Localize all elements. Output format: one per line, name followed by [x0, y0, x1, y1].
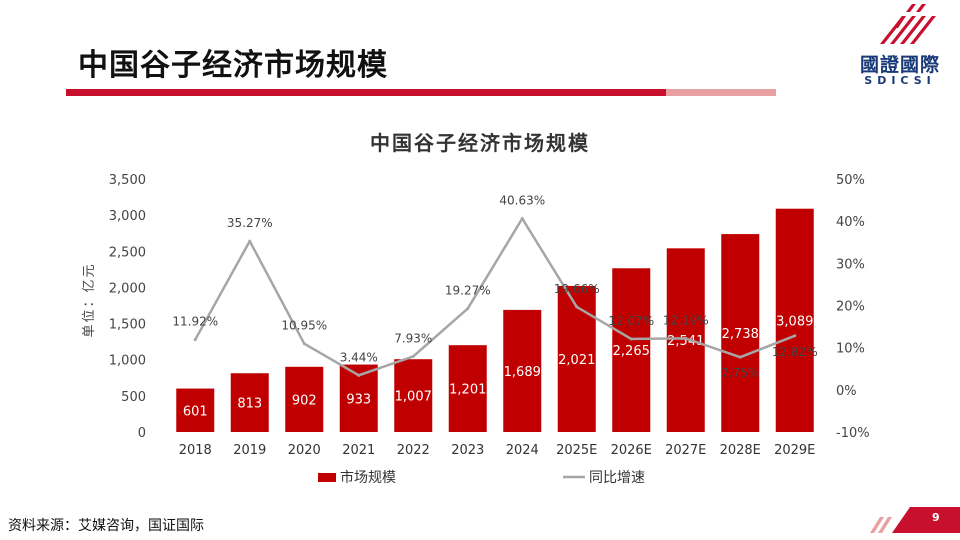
y-tick-label: 1,500: [109, 318, 146, 333]
bar: [721, 234, 760, 432]
bar-value-label: 902: [292, 393, 317, 408]
y-tick-label: 2,500: [109, 245, 146, 260]
bar-value-label: 601: [183, 404, 208, 419]
logo-mark-icon: [880, 4, 936, 44]
y-tick-label: 2,000: [109, 281, 146, 296]
bar-value-label: 3,089: [776, 314, 813, 329]
legend-label: 同比增速: [589, 470, 645, 486]
bar-value-label: 933: [346, 392, 371, 407]
bar-value-label: 813: [237, 397, 262, 412]
x-tick-label: 2025E: [556, 443, 597, 458]
page-title: 中国谷子经济市场规模: [78, 48, 388, 83]
source-note: 资料来源：艾媒咨询，国证国际: [8, 518, 204, 534]
chart-title: 中国谷子经济市场规模: [370, 131, 590, 155]
y-tick-label: 3,500: [109, 173, 146, 188]
x-tick-label: 2021: [342, 443, 375, 458]
bar: [775, 208, 814, 432]
bar-value-label: 2,265: [613, 344, 650, 359]
bar: [666, 248, 705, 432]
growth-point: [466, 307, 470, 311]
bar: [176, 388, 215, 432]
bar-value-label: 1,689: [504, 365, 541, 380]
bar: [557, 285, 596, 432]
x-tick-label: 2022: [397, 443, 430, 458]
y2-tick-label: -10%: [836, 426, 870, 441]
x-tick-label: 2029E: [774, 443, 815, 458]
logo-name: 國證國際: [859, 54, 940, 76]
y2-tick-label: 20%: [836, 300, 865, 315]
growth-point: [193, 338, 197, 342]
growth-value-label: 7.93%: [394, 331, 432, 345]
bar: [503, 309, 542, 432]
growth-value-label: 35.27%: [227, 216, 273, 230]
x-tick-label: 2023: [451, 443, 484, 458]
y2-tick-label: 30%: [836, 257, 865, 272]
bar: [612, 268, 651, 432]
growth-point: [520, 217, 524, 221]
bar-value-label: 2,738: [722, 327, 759, 342]
x-tick-label: 2026E: [611, 443, 652, 458]
y2-tick-label: 10%: [836, 342, 865, 357]
corner-stripes: [870, 507, 960, 533]
bar: [448, 345, 487, 432]
growth-value-label: 12.82%: [772, 345, 818, 359]
growth-value-label: 19.66%: [554, 282, 600, 296]
y-tick-label: 3,000: [109, 209, 146, 224]
page-number: 9: [932, 511, 940, 524]
x-tick-label: 2018: [179, 443, 212, 458]
x-tick-label: 2028E: [720, 443, 761, 458]
bar: [230, 373, 269, 432]
bar-value-label: 1,007: [395, 390, 432, 405]
company-logo: 國證國際 SDICSI: [852, 4, 948, 90]
bar-value-label: 1,201: [449, 383, 486, 398]
x-tick-label: 2020: [288, 443, 321, 458]
growth-value-label: 7.75%: [721, 366, 759, 380]
growth-point: [575, 305, 579, 309]
legend-swatch-bar: [318, 473, 336, 482]
x-tick-label: 2019: [233, 443, 266, 458]
growth-line: [194, 217, 796, 377]
growth-value-label: 3.44%: [340, 350, 378, 364]
growth-value-label: 12.19%: [663, 313, 709, 327]
y2-tick-label: 0%: [836, 384, 857, 399]
growth-value-label: 10.95%: [281, 319, 327, 333]
growth-value-label: 12.07%: [608, 314, 654, 328]
x-tick-label: 2027E: [665, 443, 706, 458]
growth-point: [738, 355, 742, 359]
growth-point: [248, 239, 252, 243]
growth-value-label: 19.27%: [445, 284, 491, 298]
bar: [394, 359, 433, 432]
y-tick-label: 500: [121, 390, 146, 405]
bar: [285, 366, 324, 432]
x-tick-label: 2024: [506, 443, 539, 458]
bar-value-label: 2,021: [558, 353, 595, 368]
growth-value-label: 11.92%: [172, 315, 218, 329]
growth-point: [629, 337, 633, 341]
growth-point: [684, 336, 688, 340]
title-rule: [66, 89, 776, 96]
logo-subtitle: SDICSI: [864, 74, 936, 87]
y-tick-label: 0: [138, 426, 146, 441]
growth-point: [357, 373, 361, 377]
chart-legend: 市场规模 同比增速: [318, 469, 645, 486]
growth-point: [793, 334, 797, 338]
y-tick-label: 1,000: [109, 354, 146, 369]
legend-label: 市场规模: [340, 469, 396, 486]
growth-point: [302, 342, 306, 346]
y-axis-label: 单位：亿元: [82, 262, 97, 337]
growth-point: [411, 354, 415, 358]
growth-value-label: 40.63%: [499, 194, 545, 208]
y2-tick-label: 40%: [836, 215, 865, 230]
y2-tick-label: 50%: [836, 173, 865, 188]
